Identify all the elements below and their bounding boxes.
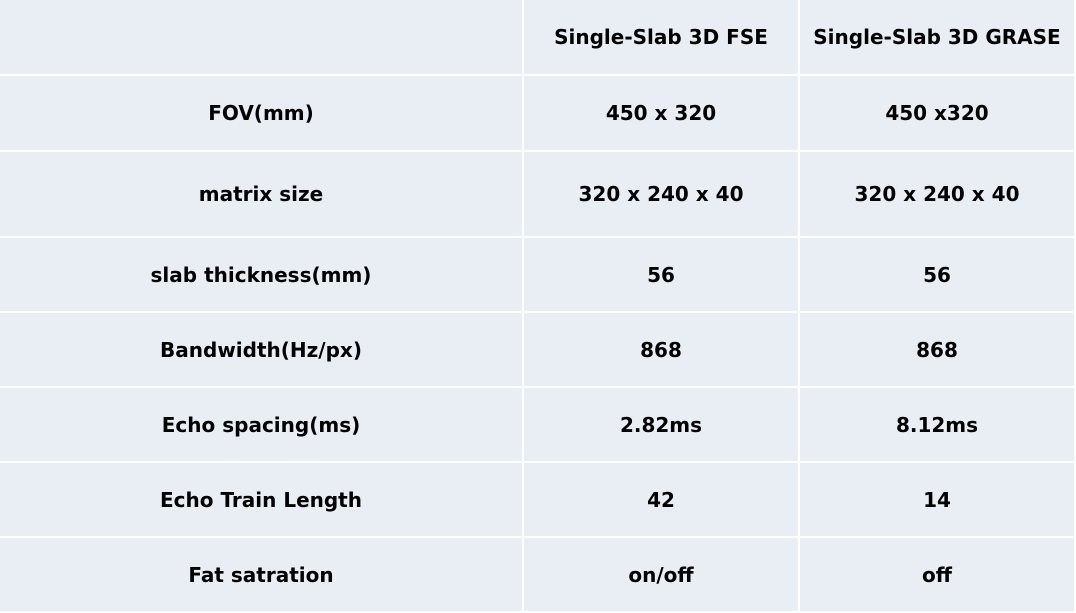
row-label: slab thickness(mm) bbox=[0, 238, 522, 311]
row-label: FOV(mm) bbox=[0, 76, 522, 150]
table-cell: off bbox=[800, 538, 1074, 611]
column-header: Single-Slab 3D GRASE bbox=[800, 0, 1074, 74]
table-cell: 450 x 320 bbox=[524, 76, 798, 150]
table-cell: 320 x 240 x 40 bbox=[800, 152, 1074, 236]
table-cell: 56 bbox=[524, 238, 798, 311]
table-cell: 450 x320 bbox=[800, 76, 1074, 150]
row-label: Bandwidth(Hz/px) bbox=[0, 313, 522, 386]
table-cell: on/off bbox=[524, 538, 798, 611]
table-cell: 14 bbox=[800, 463, 1074, 536]
table-cell: 320 x 240 x 40 bbox=[524, 152, 798, 236]
row-label: Echo Train Length bbox=[0, 463, 522, 536]
column-header: Single-Slab 3D FSE bbox=[524, 0, 798, 74]
header-corner bbox=[0, 0, 522, 74]
row-label: matrix size bbox=[0, 152, 522, 236]
row-label: Fat satration bbox=[0, 538, 522, 611]
table-cell: 868 bbox=[524, 313, 798, 386]
table-cell: 56 bbox=[800, 238, 1074, 311]
table-cell: 2.82ms bbox=[524, 388, 798, 461]
table-cell: 42 bbox=[524, 463, 798, 536]
table-cell: 8.12ms bbox=[800, 388, 1074, 461]
row-label: Echo spacing(ms) bbox=[0, 388, 522, 461]
table-cell: 868 bbox=[800, 313, 1074, 386]
